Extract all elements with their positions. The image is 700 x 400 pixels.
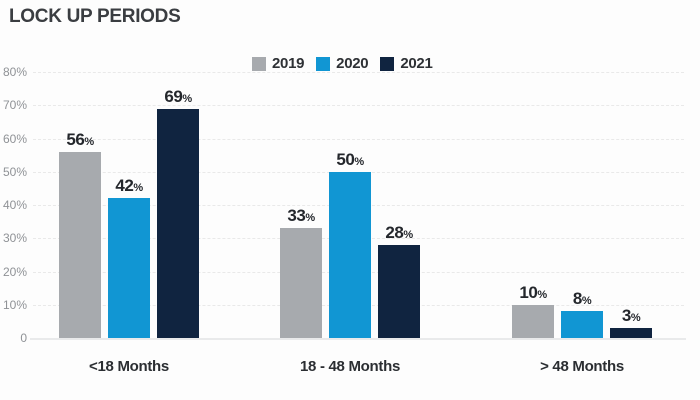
- value-label: 8%: [552, 290, 612, 307]
- bar-2021: [610, 328, 652, 338]
- bar-2019: [59, 151, 101, 338]
- bar-group: 10% 8% 3%: [512, 72, 652, 338]
- legend-swatch-2021: [380, 56, 395, 71]
- legend-label-2021: 2021: [400, 55, 433, 72]
- value-number: 33: [287, 206, 306, 226]
- value-percent-sign: %: [84, 135, 94, 148]
- value-label: 3%: [601, 307, 661, 324]
- plot-area: 56% 42% 69% 33% 50% 28% 10% 8% 3%: [30, 72, 686, 340]
- legend-label-2019: 2019: [272, 55, 305, 72]
- gridline: [33, 138, 684, 140]
- y-tick-label: 50%: [2, 164, 27, 179]
- value-number: 8: [572, 289, 582, 309]
- value-number: 50: [336, 149, 355, 169]
- y-tick-label: 0: [20, 331, 27, 345]
- legend-swatch-2020: [316, 56, 331, 71]
- value-percent-sign: %: [133, 182, 143, 195]
- x-category-label: > 48 Months: [540, 358, 624, 375]
- bar-2020: [108, 198, 150, 338]
- value-label: 56%: [50, 131, 110, 148]
- value-percent-sign: %: [581, 295, 592, 308]
- y-tick-label: 80%: [2, 65, 27, 79]
- value-number: 56: [66, 129, 85, 149]
- bar-group: 56% 42% 69%: [59, 72, 199, 338]
- value-number: 42: [115, 176, 134, 196]
- value-percent-sign: %: [537, 288, 547, 301]
- legend-swatch-2019: [252, 56, 266, 71]
- y-tick-label: 60%: [2, 131, 27, 146]
- value-number: 69: [164, 86, 183, 106]
- chart-title: LOCK UP PERIODS: [9, 6, 181, 27]
- value-percent-sign: %: [354, 155, 364, 168]
- y-tick-label: 40%: [2, 198, 27, 212]
- value-percent-sign: %: [182, 92, 192, 105]
- value-label: 33%: [271, 207, 331, 224]
- y-tick-label: 30%: [2, 231, 27, 246]
- value-label: 10%: [503, 284, 563, 301]
- x-category-label: 18 - 48 Months: [300, 358, 400, 375]
- value-percent-sign: %: [403, 228, 413, 241]
- bar-2019: [512, 304, 554, 338]
- bar-2021: [157, 108, 199, 338]
- bar-2020: [561, 311, 603, 338]
- legend-item-2020: 2020: [316, 55, 369, 72]
- value-percent-sign: %: [630, 312, 641, 325]
- value-number: 10: [519, 282, 538, 302]
- legend-item-2021: 2021: [380, 55, 433, 72]
- gridline: [33, 72, 684, 73]
- bar-2020: [329, 171, 371, 338]
- value-number: 28: [385, 222, 404, 242]
- bar-2021: [378, 244, 420, 338]
- value-label: 50%: [320, 151, 380, 168]
- value-percent-sign: %: [305, 212, 315, 225]
- legend-item-2019: 2019: [252, 55, 304, 72]
- value-number: 3: [621, 306, 631, 326]
- y-tick-label: 70%: [2, 98, 27, 113]
- bar-2019: [280, 228, 322, 338]
- value-label: 69%: [148, 88, 208, 105]
- y-tick-label: 20%: [2, 264, 27, 279]
- x-category-label: <18 Months: [89, 358, 169, 375]
- legend-label-2020: 2020: [336, 55, 369, 72]
- legend: 2019 2020 2021: [252, 55, 433, 72]
- value-label: 28%: [369, 224, 429, 241]
- y-tick-label: 10%: [2, 297, 27, 312]
- gridline: [33, 105, 684, 107]
- bar-group: 33% 50% 28%: [280, 72, 420, 338]
- value-label: 42%: [99, 177, 159, 194]
